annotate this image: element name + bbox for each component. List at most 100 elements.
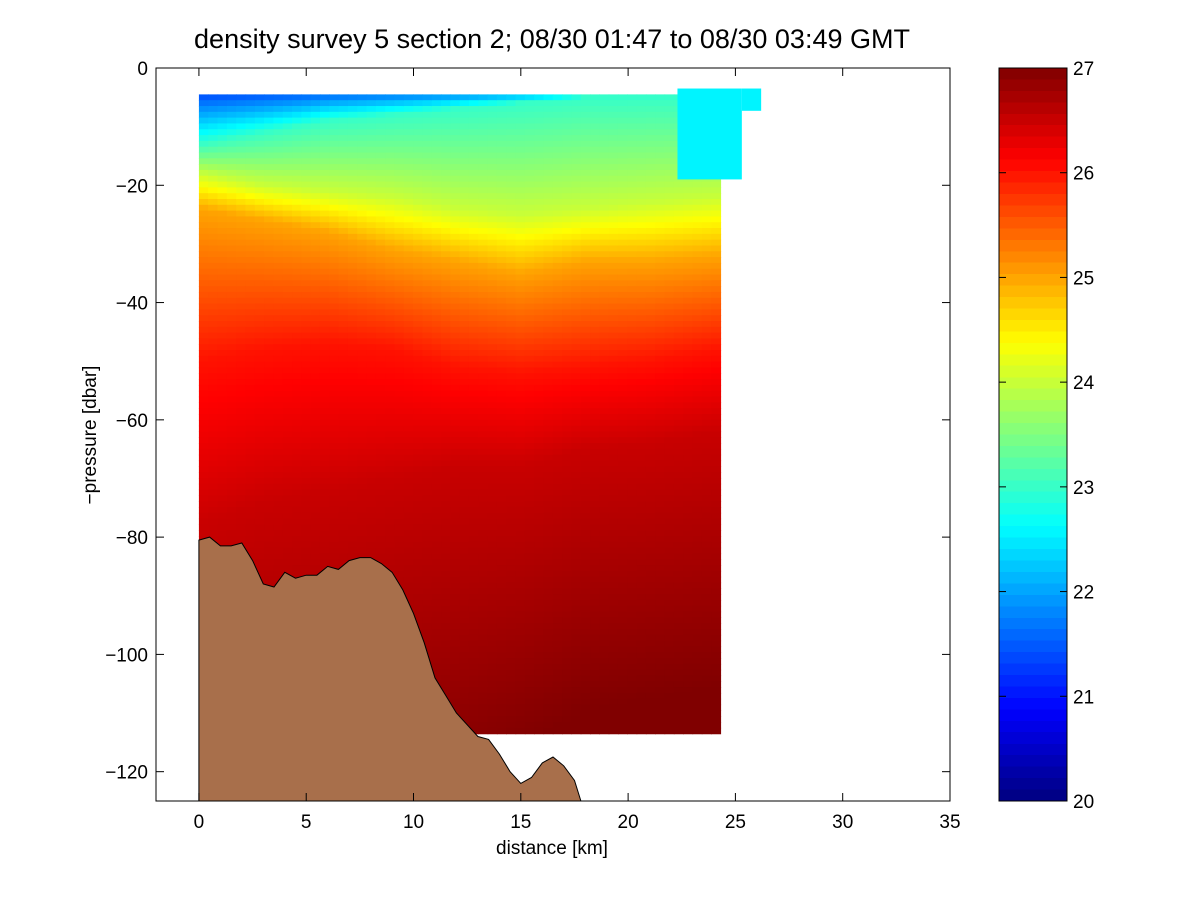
density-cell <box>524 652 535 659</box>
density-cell <box>468 536 479 543</box>
density-cell <box>487 274 498 282</box>
density-cell <box>329 135 340 142</box>
density-cell <box>431 251 442 258</box>
density-cell <box>468 495 479 502</box>
density-cell <box>282 344 293 351</box>
density-cell <box>254 111 265 119</box>
density-cell <box>292 547 303 555</box>
density-cell <box>515 169 526 177</box>
density-cell <box>329 536 340 543</box>
density-cell <box>580 640 591 648</box>
density-cell <box>534 652 545 659</box>
density-cell <box>534 599 545 607</box>
density-cell <box>487 169 498 177</box>
density-cell <box>329 216 340 223</box>
density-cell <box>478 332 489 340</box>
density-cell <box>385 152 396 159</box>
density-cell <box>198 198 209 206</box>
density-cell <box>524 384 535 392</box>
density-cell <box>524 140 535 148</box>
density-cell <box>459 658 470 665</box>
density-cell <box>282 204 293 212</box>
density-cell <box>245 460 256 467</box>
density-cell <box>431 396 442 404</box>
density-cell <box>552 576 563 584</box>
density-cell <box>534 187 545 194</box>
density-cell <box>208 222 219 229</box>
density-cell <box>254 559 265 566</box>
density-cell <box>580 187 591 194</box>
density-cell <box>366 530 377 537</box>
density-cell <box>394 396 405 404</box>
density-cell <box>375 164 386 171</box>
density-cell <box>236 169 247 177</box>
density-cell <box>506 541 517 549</box>
density-cell <box>487 512 498 520</box>
density-cell <box>338 315 349 322</box>
density-cell <box>599 716 610 723</box>
density-cell <box>310 286 321 293</box>
density-cell <box>487 495 498 502</box>
density-cell <box>338 367 349 374</box>
density-cell <box>338 338 349 345</box>
density-cell <box>431 164 442 171</box>
density-cell <box>347 140 358 148</box>
density-cell <box>319 355 330 363</box>
density-cell <box>599 460 610 467</box>
density-cell <box>450 652 461 659</box>
density-cell <box>506 727 517 735</box>
density-cell <box>329 489 340 497</box>
density-cell <box>403 175 414 183</box>
density-cell <box>478 512 489 520</box>
density-cell <box>459 477 470 485</box>
density-cell <box>552 402 563 409</box>
density-cell <box>338 216 349 223</box>
density-cell <box>534 582 545 589</box>
density-cell <box>459 675 470 682</box>
density-cell <box>515 117 526 125</box>
density-cell <box>617 210 628 218</box>
density-cell <box>403 425 414 433</box>
density-cell <box>366 216 377 223</box>
density-cell <box>310 210 321 218</box>
density-cell <box>413 536 424 543</box>
density-cell <box>496 692 507 700</box>
density-cell <box>431 315 442 322</box>
density-cell <box>552 274 563 282</box>
density-cell <box>524 338 535 345</box>
density-cell <box>450 303 461 311</box>
density-cell <box>422 233 433 241</box>
density-cell <box>357 419 368 427</box>
density-cell <box>319 361 330 369</box>
density-cell <box>571 576 582 584</box>
density-cell <box>301 408 312 415</box>
density-cell <box>338 193 349 200</box>
density-cell <box>264 367 275 374</box>
density-cell <box>366 280 377 287</box>
density-cell <box>226 210 237 218</box>
density-cell <box>441 344 452 351</box>
density-cell <box>562 262 573 270</box>
density-cell <box>524 623 535 630</box>
density-cell <box>413 193 424 200</box>
density-cell <box>608 472 619 479</box>
density-cell <box>450 384 461 392</box>
density-cell <box>254 303 265 311</box>
density-cell <box>590 489 601 497</box>
density-cell <box>357 140 368 148</box>
density-cell <box>301 437 312 444</box>
density-cell <box>478 355 489 363</box>
density-cell <box>310 536 321 543</box>
density-cell <box>357 204 368 212</box>
density-cell <box>580 262 591 270</box>
density-cell <box>394 536 405 543</box>
density-cell <box>590 547 601 555</box>
density-cell <box>506 588 517 595</box>
density-cell <box>441 175 452 183</box>
density-cell <box>552 123 563 130</box>
density-cell <box>217 373 228 380</box>
density-cell <box>301 280 312 287</box>
density-cell <box>441 675 452 682</box>
density-cell <box>347 297 358 305</box>
density-cell <box>413 175 424 183</box>
